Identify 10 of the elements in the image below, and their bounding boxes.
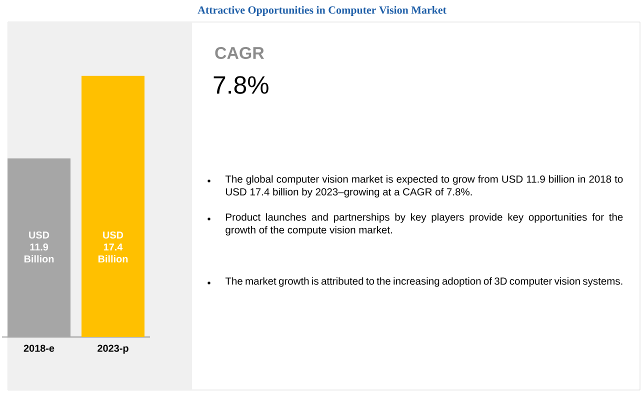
text: Product launches and partnerships by key players provide key opportunities for the growth of the compute vision market. <box>226 213 623 236</box>
text: Attractive Opportunities in Computer Vision Market <box>198 6 446 16</box>
text: CAGR <box>215 47 264 59</box>
text: 7.8% <box>214 76 268 94</box>
data-label: USD 17.4 Billion <box>98 232 128 262</box>
text: The market growth is attributed to the increasing adoption of 3D computer vision systems. <box>225 277 622 287</box>
x-tick-label: 2023-p <box>98 344 128 354</box>
x-tick-label: 2018-e <box>24 344 54 352</box>
data-label: USD 11.9 Billion <box>24 232 54 262</box>
text: The global computer vision market is expected to grow from USD 11.9 billion in 2018 to USD 17.4 billion by 2023–growing at a CAGR of 7.8%. <box>225 175 623 198</box>
